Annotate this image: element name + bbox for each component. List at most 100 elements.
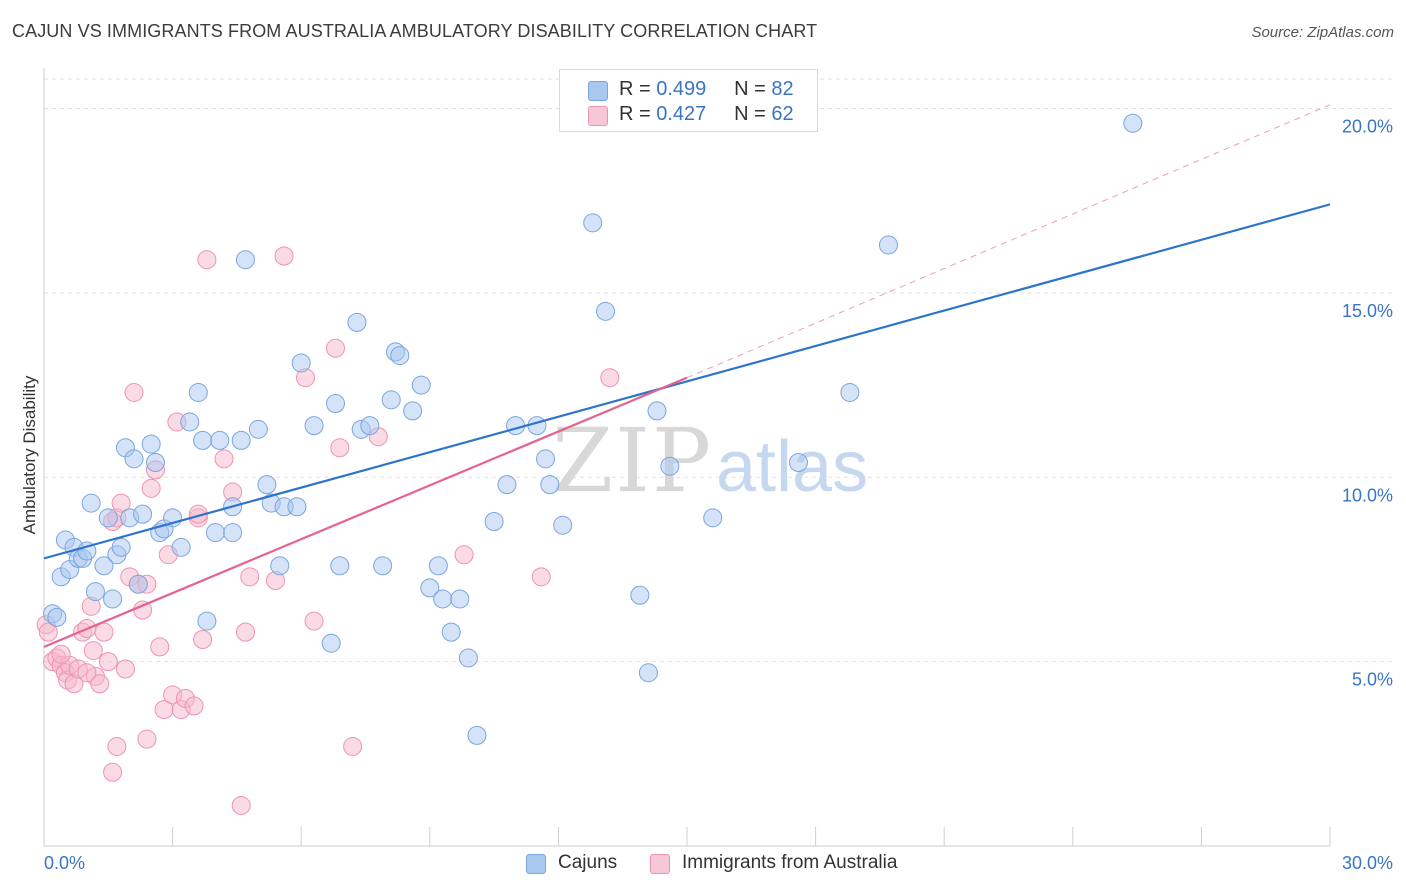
- cajuns-point: [878, 235, 898, 255]
- immigrants-point: [94, 622, 114, 642]
- cajuns-point: [248, 419, 268, 439]
- cajuns-point: [171, 537, 191, 557]
- cajuns-point: [497, 475, 517, 495]
- immigrants-point: [124, 382, 144, 402]
- cajuns-point: [103, 589, 123, 609]
- axes: [43, 68, 1331, 847]
- immigrants-point: [454, 545, 474, 565]
- immigrants-point: [77, 663, 97, 683]
- cajuns-point: [270, 556, 290, 576]
- correlation-legend: R = 0.499 N = 82 R = 0.427 N = 62: [559, 69, 818, 132]
- cajuns-point: [703, 508, 723, 528]
- cajuns-point: [630, 585, 650, 605]
- immigrants-point: [231, 795, 251, 815]
- series-immigrants-points: [36, 246, 620, 815]
- immigrants-point: [274, 246, 294, 266]
- cajuns-point: [235, 250, 255, 270]
- immigrants-point: [184, 696, 204, 716]
- cajuns-point: [484, 512, 504, 531]
- bottom-cajuns-swatch: [526, 854, 546, 874]
- immigrants-point: [330, 438, 350, 458]
- cajuns-point: [287, 497, 307, 517]
- cajuns-point: [98, 508, 118, 528]
- y-axis-label: Ambulatory Disability: [20, 375, 39, 534]
- immigrants-n-value: 62: [771, 103, 794, 125]
- cajuns-point: [223, 523, 243, 543]
- chart-title: CAJUN VS IMMIGRANTS FROM AUSTRALIA AMBUL…: [12, 21, 818, 41]
- immigrants-trendline-extension: [686, 104, 1331, 379]
- immigrants-point: [137, 729, 157, 749]
- cajuns-point: [373, 556, 393, 576]
- immigrants-point: [343, 736, 363, 756]
- cajuns-point: [193, 430, 213, 450]
- cajuns-point: [77, 541, 97, 561]
- immigrants-point: [111, 493, 131, 513]
- cajuns-point: [128, 574, 148, 594]
- cajuns-point: [304, 416, 324, 436]
- cajuns-point: [330, 556, 350, 576]
- cajuns-point: [428, 556, 448, 576]
- cajuns-point: [360, 416, 380, 436]
- cajuns-n-label: N =: [734, 78, 766, 100]
- cajuns-point: [583, 213, 603, 233]
- x-tick-label: 0.0%: [44, 853, 85, 873]
- cajuns-point: [433, 589, 453, 609]
- cajuns-n-value: 82: [771, 78, 794, 100]
- cajuns-point: [321, 633, 341, 653]
- immigrants-point: [115, 659, 135, 679]
- cajuns-point: [188, 382, 208, 402]
- cajuns-point: [180, 412, 200, 432]
- immigrants-point: [240, 567, 260, 587]
- immigrants-point: [193, 630, 213, 649]
- cajuns-point: [638, 663, 658, 683]
- cajuns-point: [325, 394, 345, 413]
- cajuns-point: [257, 475, 277, 495]
- cajuns-point: [420, 578, 440, 598]
- cajuns-point: [141, 434, 161, 454]
- cajuns-swatch: [588, 81, 608, 101]
- cajuns-point: [536, 449, 556, 469]
- immigrants-swatch: [588, 106, 608, 126]
- immigrants-point: [38, 622, 58, 642]
- immigrants-point: [325, 338, 345, 358]
- cajuns-point: [205, 523, 225, 543]
- immigrants-point: [304, 611, 324, 631]
- y-tick-label: 15.0%: [1342, 301, 1393, 321]
- cajuns-point: [231, 430, 251, 450]
- cajuns-point: [527, 416, 547, 436]
- cajuns-point: [291, 353, 311, 373]
- cajuns-point: [111, 537, 131, 557]
- immigrants-point: [90, 674, 110, 694]
- cajuns-point: [840, 382, 860, 402]
- cajuns-point: [458, 648, 478, 668]
- immigrants-point: [197, 250, 217, 270]
- cajuns-point: [381, 390, 401, 410]
- cajuns-point: [210, 430, 230, 450]
- cajuns-point: [647, 401, 667, 421]
- cajuns-point: [133, 504, 153, 524]
- cajuns-point: [347, 312, 367, 332]
- immigrants-point: [141, 478, 161, 498]
- cajuns-point: [94, 556, 114, 576]
- cajuns-point: [197, 611, 217, 631]
- trendlines: [43, 104, 1331, 648]
- y-tick-label: 10.0%: [1342, 485, 1393, 505]
- immigrants-point: [83, 641, 103, 661]
- watermark-zip: ZIP: [552, 409, 713, 512]
- x-tick-label: 30.0%: [1342, 853, 1393, 873]
- cajuns-point: [441, 622, 461, 642]
- cajuns-point: [553, 515, 573, 535]
- cajuns-point: [506, 416, 526, 436]
- cajuns-point: [788, 453, 808, 472]
- immigrants-point: [214, 449, 234, 469]
- immigrants-point: [235, 622, 255, 642]
- cajuns-point: [596, 301, 616, 321]
- immigrants-point: [98, 652, 118, 672]
- immigrants-point: [600, 368, 620, 388]
- y-tick-label: 5.0%: [1352, 670, 1393, 690]
- immigrants-point: [150, 637, 170, 657]
- tick-labels: 5.0% 10.0% 15.0% 20.0% 0.0% 30.0%: [44, 117, 1393, 874]
- bottom-immigrants-label: Immigrants from Australia: [682, 852, 898, 873]
- cajuns-point: [450, 589, 470, 609]
- bottom-cajuns-label: Cajuns: [558, 852, 618, 873]
